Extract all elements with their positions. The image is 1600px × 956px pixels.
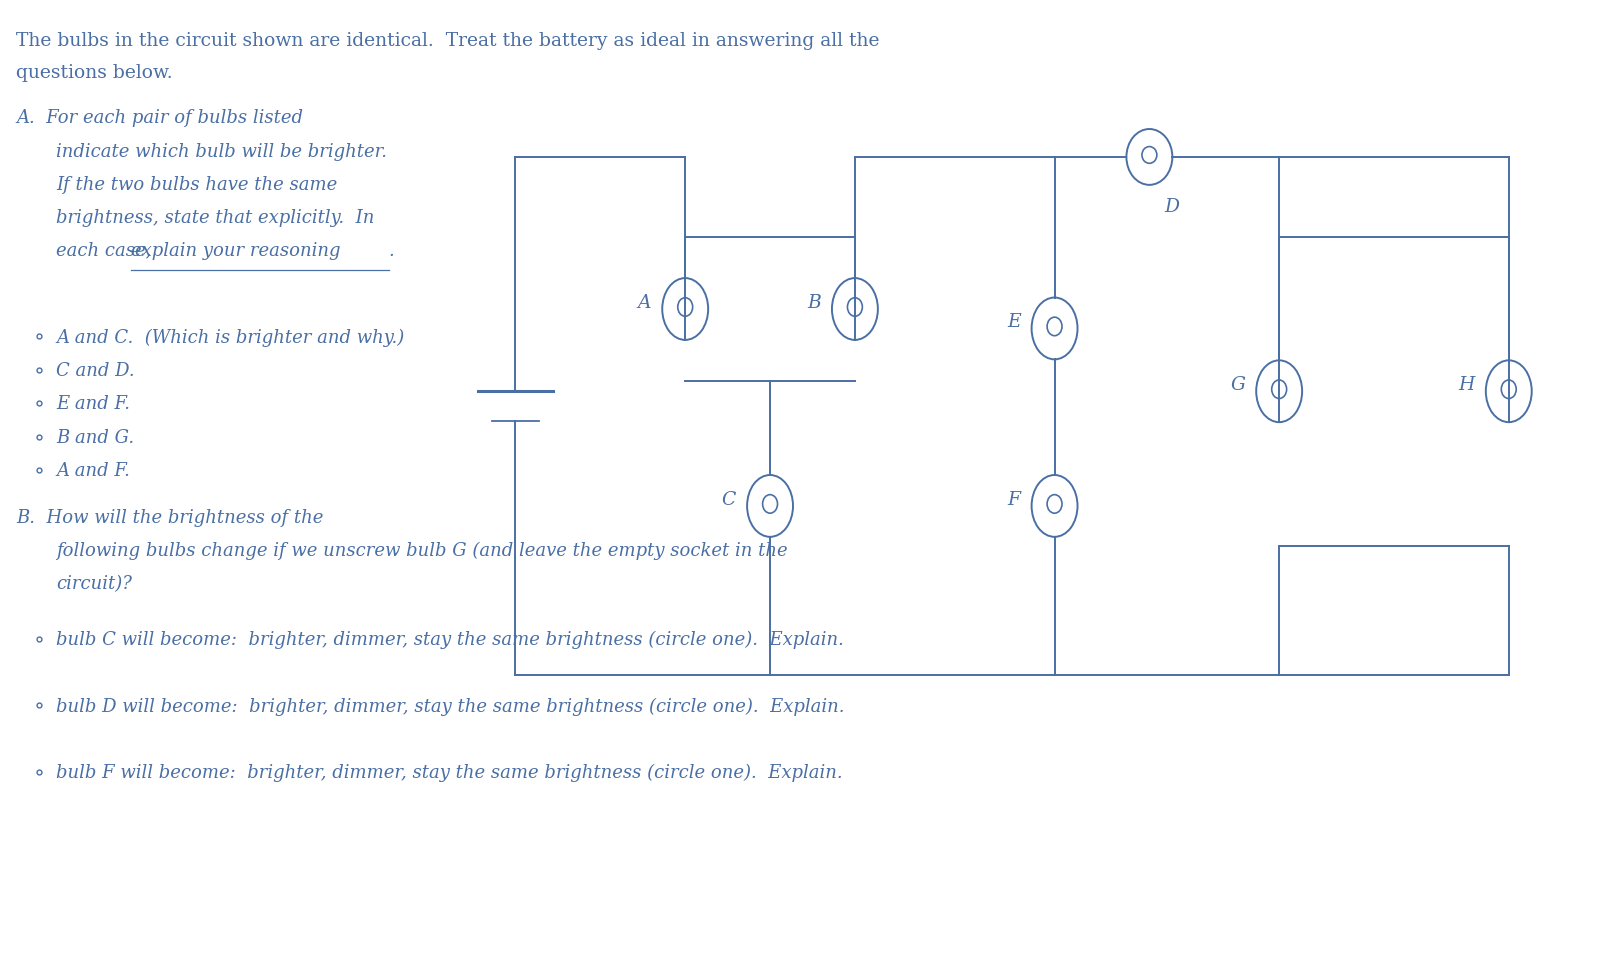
Text: G: G bbox=[1230, 377, 1245, 394]
Text: B: B bbox=[808, 294, 821, 312]
Text: circuit)?: circuit)? bbox=[56, 575, 133, 593]
Text: E: E bbox=[1006, 314, 1021, 332]
Text: B.  How will the brightness of the: B. How will the brightness of the bbox=[16, 509, 323, 527]
Text: questions below.: questions below. bbox=[16, 64, 173, 82]
Text: bulb F will become:  brighter, dimmer, stay the same brightness (circle one).  E: bulb F will become: brighter, dimmer, st… bbox=[56, 764, 843, 782]
Text: If the two bulbs have the same: If the two bulbs have the same bbox=[56, 176, 338, 194]
Text: each case,: each case, bbox=[56, 242, 157, 260]
Text: A.  For each pair of bulbs listed: A. For each pair of bulbs listed bbox=[16, 109, 304, 127]
Text: A: A bbox=[638, 294, 651, 312]
Text: B and G.: B and G. bbox=[56, 428, 134, 446]
Text: bulb D will become:  brighter, dimmer, stay the same brightness (circle one).  E: bulb D will become: brighter, dimmer, st… bbox=[56, 697, 845, 716]
Text: E and F.: E and F. bbox=[56, 395, 130, 413]
Text: C: C bbox=[722, 491, 736, 509]
Text: bulb C will become:  brighter, dimmer, stay the same brightness (circle one).  E: bulb C will become: brighter, dimmer, st… bbox=[56, 631, 845, 649]
Text: H: H bbox=[1459, 377, 1475, 394]
Text: explain your reasoning: explain your reasoning bbox=[131, 242, 341, 260]
Text: The bulbs in the circuit shown are identical.  Treat the battery as ideal in ans: The bulbs in the circuit shown are ident… bbox=[16, 33, 880, 51]
Text: F: F bbox=[1008, 491, 1021, 509]
Text: brightness, state that explicitly.  In: brightness, state that explicitly. In bbox=[56, 208, 374, 227]
Text: C and D.: C and D. bbox=[56, 361, 134, 380]
Text: D: D bbox=[1165, 198, 1179, 216]
Text: indicate which bulb will be brighter.: indicate which bulb will be brighter. bbox=[56, 143, 387, 161]
Text: following bulbs change if we unscrew bulb G (and leave the empty socket in the: following bulbs change if we unscrew bul… bbox=[56, 542, 787, 560]
Text: A and F.: A and F. bbox=[56, 462, 130, 480]
Text: A and C.  (Which is brighter and why.): A and C. (Which is brighter and why.) bbox=[56, 329, 405, 347]
Text: .: . bbox=[389, 242, 395, 260]
